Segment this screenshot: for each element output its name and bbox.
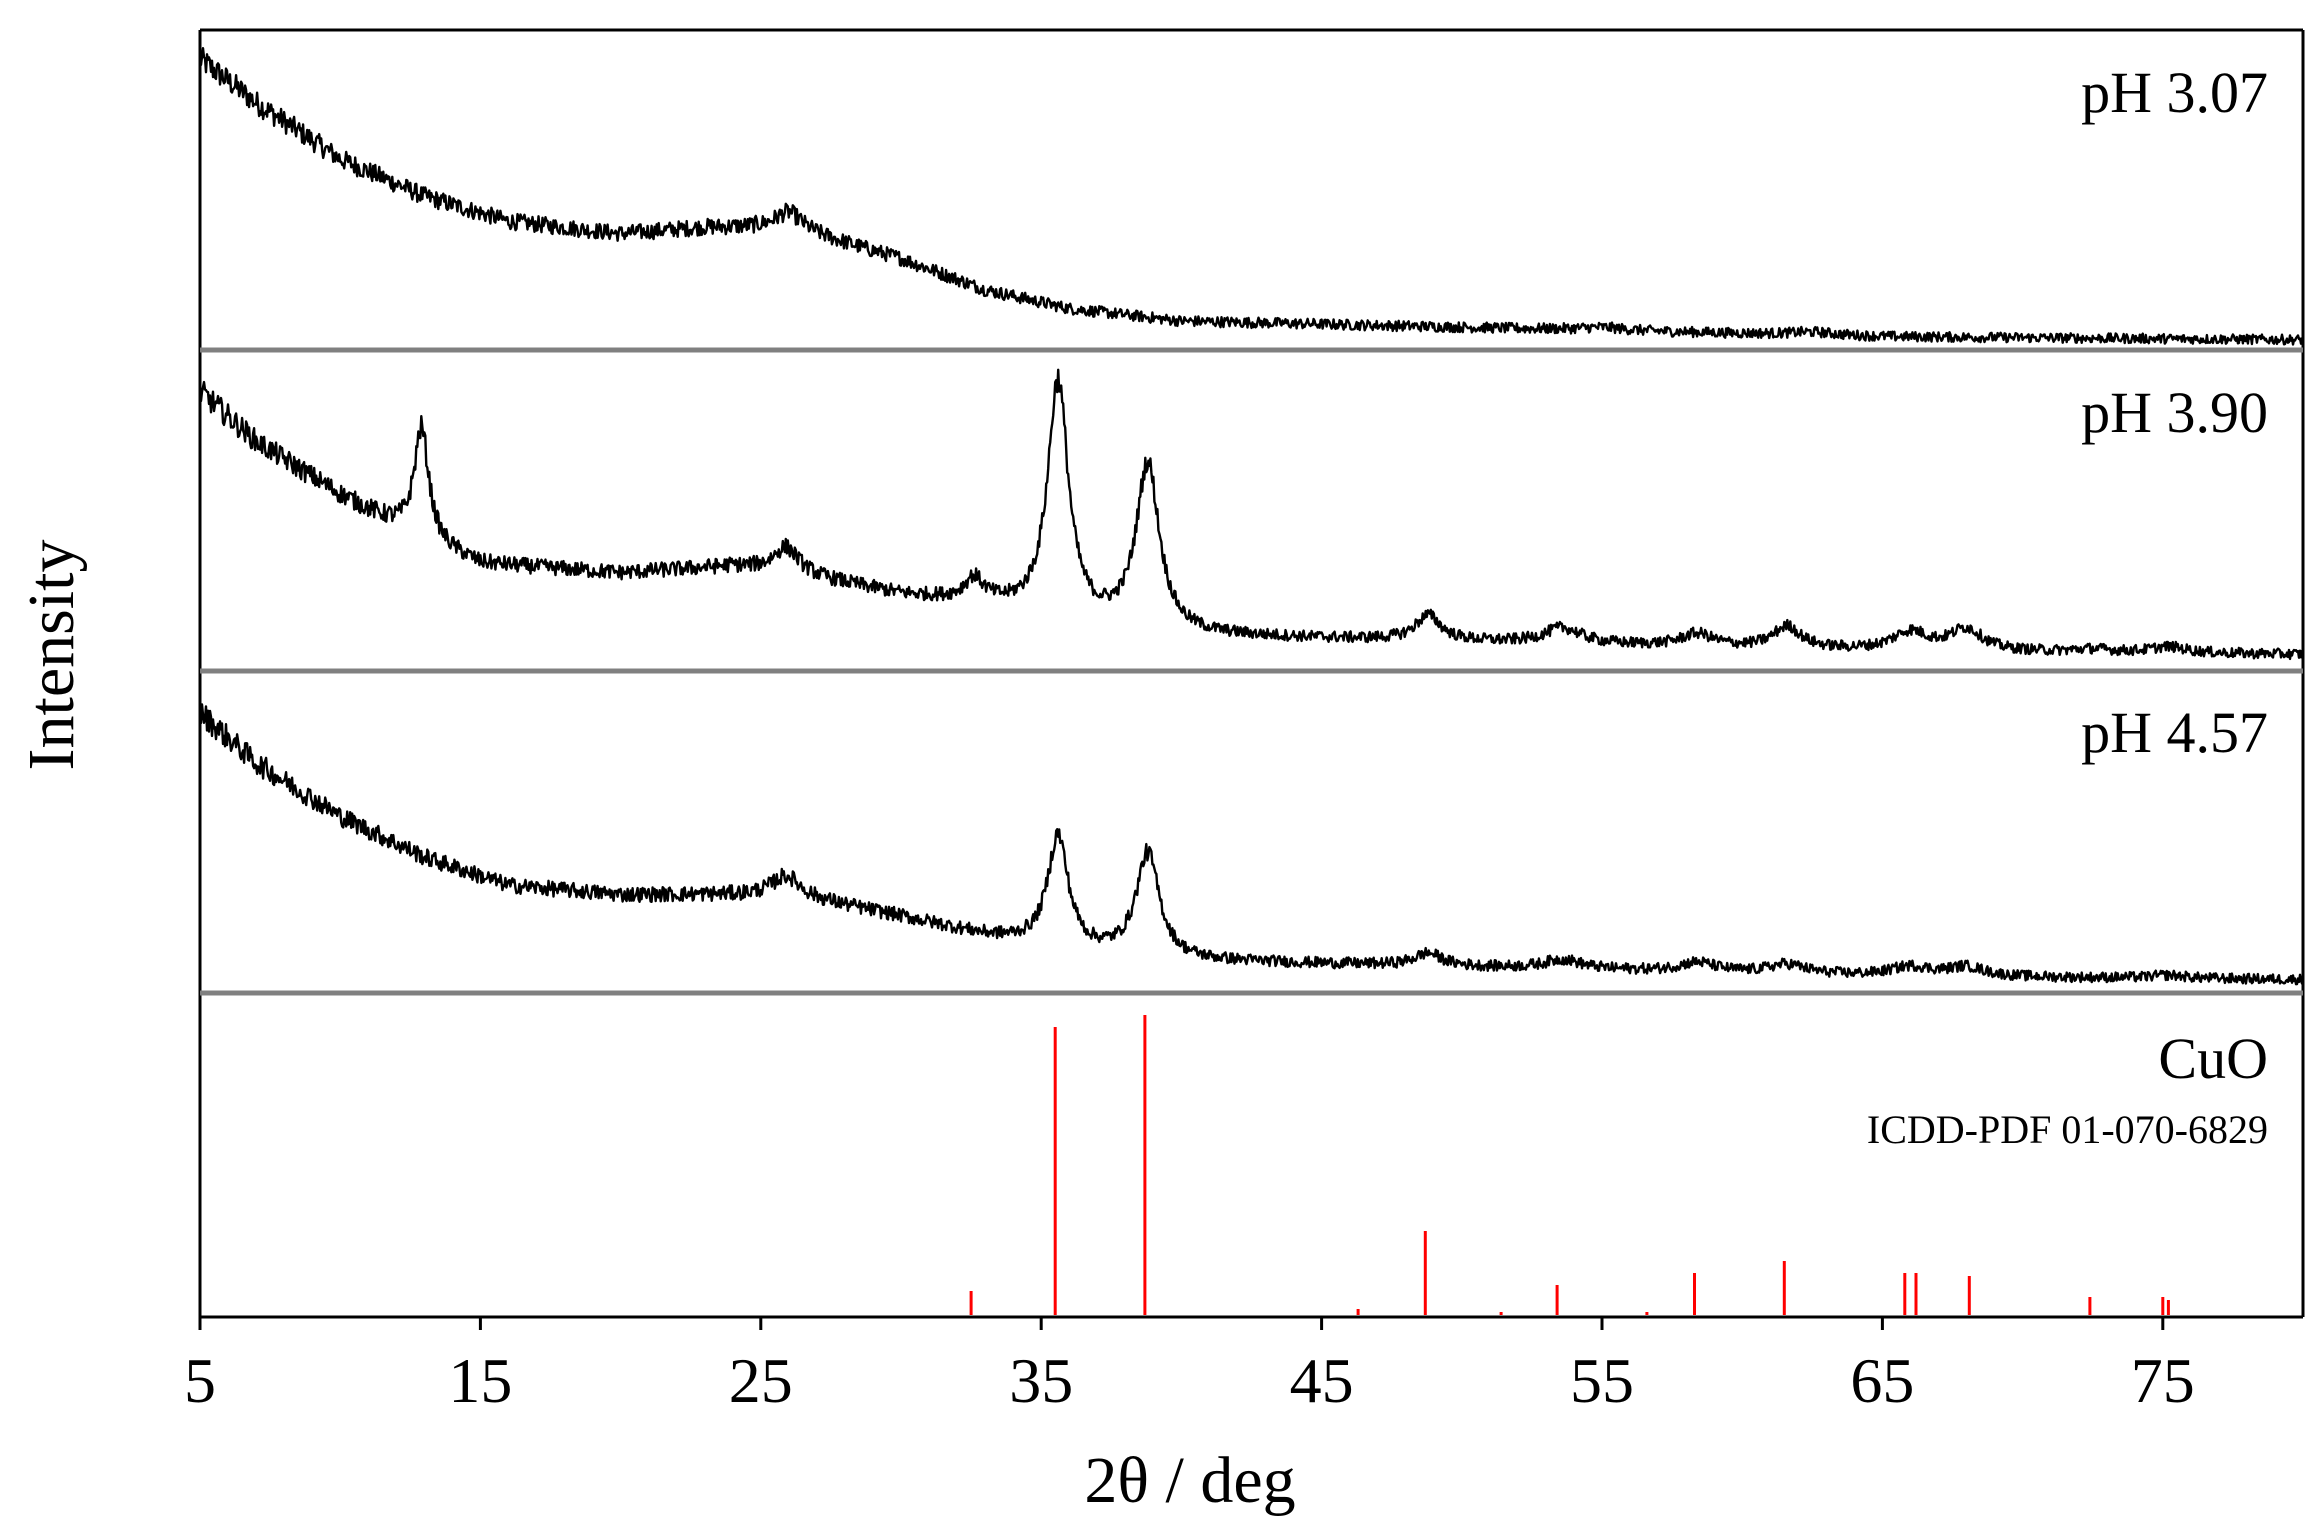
reference-name: CuO (2158, 1026, 2268, 1091)
x-tick-label: 75 (2131, 1345, 2195, 1416)
x-tick-label: 5 (184, 1345, 216, 1416)
x-tick-label: 45 (1290, 1345, 1354, 1416)
panel-label-ph-4-57: pH 4.57 (2081, 700, 2268, 765)
x-tick-label: 55 (1570, 1345, 1634, 1416)
x-tick-label: 65 (1850, 1345, 1914, 1416)
x-ticks: 5 15 25 35 45 55 65 75 (184, 1317, 2195, 1416)
reference-lines (969, 1015, 2170, 1315)
pattern-line-ph-3-07 (198, 47, 2305, 346)
x-tick-label: 35 (1009, 1345, 1073, 1416)
x-tick-label: 25 (729, 1345, 793, 1416)
x-axis-title: 2θ / deg (1084, 1444, 1295, 1517)
x-tick-label: 15 (448, 1345, 512, 1416)
panel-borders (198, 28, 2305, 1319)
pattern-line-ph-3-90 (198, 368, 2305, 661)
y-axis-title: Intensity (15, 540, 88, 771)
pattern-line-ph-4-57 (198, 703, 2305, 986)
panel-label-ph-3-07: pH 3.07 (2081, 60, 2268, 125)
pattern-lines (198, 47, 2305, 986)
panel-label-ph-3-90: pH 3.90 (2081, 380, 2268, 445)
reference-source: ICDD-PDF 01-070-6829 (1867, 1107, 2268, 1152)
